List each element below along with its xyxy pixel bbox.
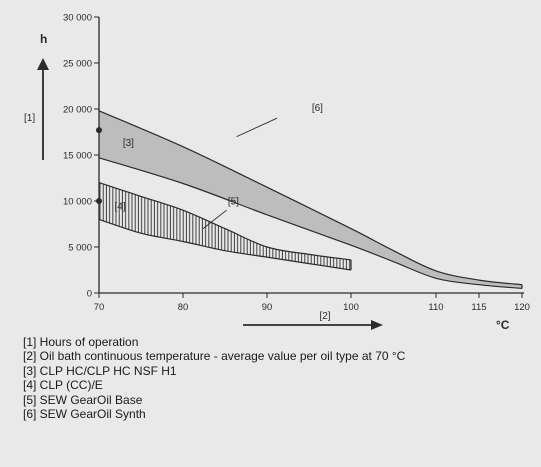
- y-tick-label: 30 000: [63, 13, 92, 24]
- x-arrow-label: [2]: [319, 311, 330, 322]
- curve-label: [6]: [312, 103, 323, 114]
- legend-item: [1] Hours of operation: [23, 335, 139, 349]
- chart-svg: 0 5 000 10 000 15 000 20 000 25 000 30 000 70 80…: [24, 13, 530, 333]
- series-band-2: [99, 182, 351, 270]
- x-tick-label: 70: [94, 302, 105, 313]
- curve-label: [5]: [228, 197, 239, 208]
- legend-item: [6] SEW GearOil Synth: [23, 407, 146, 422]
- curve-label-leader: [202, 209, 227, 229]
- x-tick-label: 80: [178, 302, 189, 313]
- legend-item: [4] CLP (CC)/E: [23, 378, 103, 393]
- series-upper-line-2: [98, 182, 352, 261]
- x-tick-label: 115: [471, 302, 486, 313]
- axis-marker: [96, 127, 102, 134]
- series-lower-line-1: [98, 157, 523, 289]
- curve-label: [3]: [123, 138, 134, 149]
- x-tick-label: 110: [428, 302, 443, 313]
- y-arrow-head: [37, 58, 49, 70]
- x-axis-label: °C: [496, 318, 510, 330]
- series-upper-line-1: [98, 110, 523, 286]
- legend-item: [3] CLP HC/CLP HC NSF H1: [23, 363, 177, 378]
- y-tick-label: 25 000: [63, 59, 92, 70]
- curve-label-leader: [236, 117, 278, 138]
- legend: [1] Hours of operation [2] Oil bath conti…: [23, 335, 405, 421]
- series-lower-line-2: [98, 218, 352, 271]
- y-tick-label: 20 000: [63, 105, 92, 116]
- curve-label: [4]: [114, 201, 125, 212]
- y-tick-label: 0: [87, 289, 92, 300]
- x-tick-label: 90: [262, 302, 273, 313]
- legend-item: [5] SEW GearOil Base: [23, 392, 143, 407]
- legend-item: [2] Oil bath continuous temperature - av…: [23, 349, 406, 364]
- y-tick-label: 10 000: [63, 197, 92, 208]
- y-tick-label: 15 000: [63, 151, 92, 162]
- x-arrow-head: [371, 320, 383, 330]
- x-tick-label: 100: [343, 302, 359, 313]
- y-tick-label: 5 000: [68, 243, 92, 254]
- y-arrow-label: [1]: [24, 113, 35, 124]
- y-axis-label: h: [40, 32, 47, 46]
- axis-marker: [96, 198, 102, 204]
- x-tick-label: 120: [514, 302, 530, 313]
